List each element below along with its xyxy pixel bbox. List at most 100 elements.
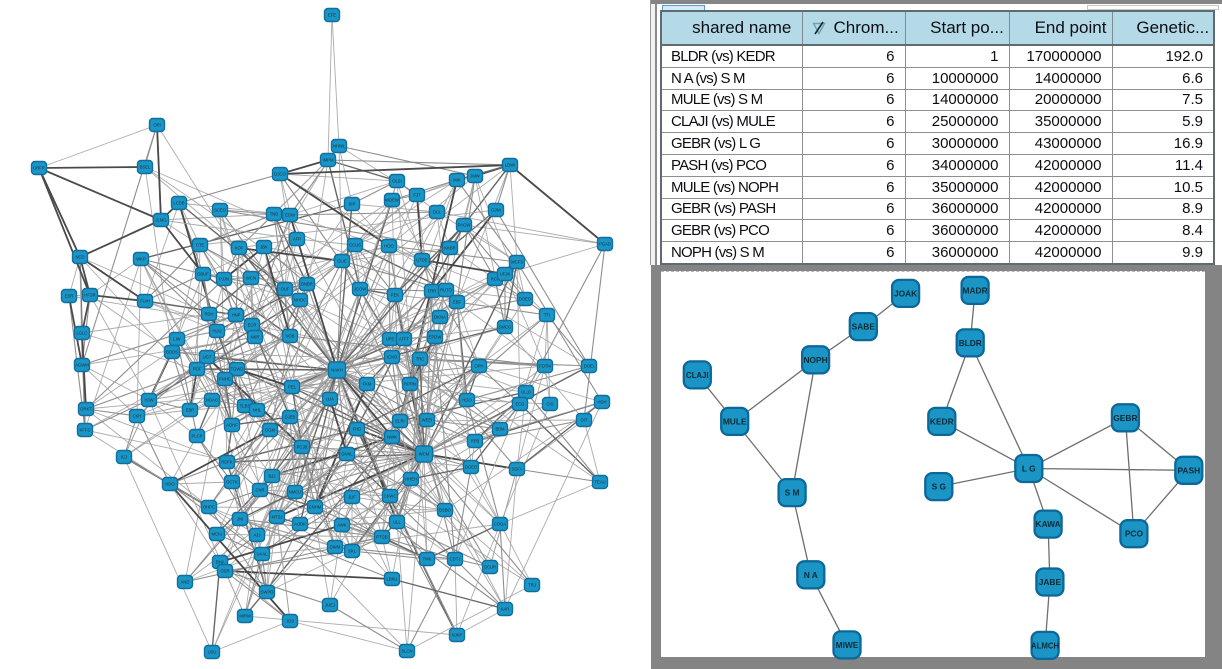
svg-text:GGM: GGM <box>265 428 276 433</box>
svg-text:HUU: HUU <box>212 329 221 334</box>
svg-text:DOEO: DOEO <box>519 297 532 302</box>
svg-text:ELRI: ELRI <box>395 419 404 424</box>
svg-text:DOEI: DOEI <box>584 364 594 369</box>
svg-text:OCTK: OCTK <box>226 480 238 485</box>
svg-text:PCJB: PCJB <box>297 445 308 450</box>
svg-text:SKL: SKL <box>348 549 357 554</box>
svg-text:BLDR: BLDR <box>959 338 982 348</box>
svg-text:MCIU: MCIU <box>212 532 223 537</box>
svg-text:DCL: DCL <box>433 210 442 215</box>
svg-text:MIRM: MIRM <box>239 614 251 619</box>
svg-text:NCD: NCD <box>75 255 84 260</box>
svg-text:OIT: OIT <box>581 418 588 423</box>
svg-text:HJW: HJW <box>144 398 153 403</box>
svg-text:GEBR: GEBR <box>1113 413 1137 423</box>
svg-text:BODS: BODS <box>166 350 178 355</box>
svg-text:NHOC: NHOC <box>294 298 306 303</box>
svg-text:USU: USU <box>208 650 217 655</box>
svg-text:RDH: RDH <box>204 312 213 317</box>
svg-text:KKBR: KKBR <box>444 246 455 251</box>
svg-text:EPDW: EPDW <box>429 335 442 340</box>
svg-text:NOPH: NOPH <box>803 355 827 365</box>
svg-text:LBKU: LBKU <box>387 577 398 582</box>
svg-text:BSEL: BSEL <box>140 165 151 170</box>
svg-text:TLBS: TLBS <box>240 404 251 409</box>
svg-text:BJJ: BJJ <box>269 474 276 479</box>
svg-text:HDO: HDO <box>165 482 175 487</box>
svg-text:EFE: EFE <box>328 13 336 18</box>
svg-text:AJJ: AJJ <box>254 533 261 538</box>
svg-text:RPRN: RPRN <box>404 382 416 387</box>
svg-text:UFJK: UFJK <box>500 272 511 277</box>
svg-text:WDEW: WDEW <box>385 198 399 203</box>
svg-text:HOO: HOO <box>384 244 394 249</box>
svg-text:CKH: CKH <box>133 414 142 419</box>
svg-text:IMPM: IMPM <box>323 158 334 163</box>
svg-text:OPI: OPI <box>153 123 160 128</box>
svg-text:FDTM: FDTM <box>539 364 551 369</box>
svg-text:TMK: TMK <box>423 557 432 562</box>
svg-text:PEK: PEK <box>391 293 400 298</box>
svg-text:ESR: ESR <box>65 294 74 299</box>
svg-text:TGWD: TGWD <box>231 367 244 372</box>
svg-text:HGO: HGO <box>462 398 472 403</box>
svg-text:NOB: NOB <box>285 334 294 339</box>
svg-text:SIP: SIP <box>349 202 356 207</box>
svg-text:JUF: JUF <box>348 495 356 500</box>
svg-text:ORKT: ORKT <box>80 407 92 412</box>
svg-text:IMK: IMK <box>453 178 461 183</box>
svg-text:ULJJ: ULJJ <box>521 390 531 395</box>
svg-text:PEL: PEL <box>288 385 297 390</box>
svg-text:WCN: WCN <box>246 276 256 281</box>
svg-text:AFP: AFP <box>293 237 301 242</box>
svg-text:OHPC: OHPC <box>203 505 215 510</box>
svg-text:JCOW: JCOW <box>354 287 366 292</box>
svg-text:OUF: OUF <box>281 287 290 292</box>
svg-text:DHA: DHA <box>216 560 225 565</box>
svg-text:EOW: EOW <box>285 213 295 218</box>
svg-text:PCO: PCO <box>1125 529 1144 539</box>
svg-text:SLCN: SLCN <box>401 649 412 654</box>
svg-text:LGLC: LGLC <box>77 331 88 336</box>
svg-text:PLCP: PLCP <box>192 434 203 439</box>
svg-text:JNI: JNI <box>237 517 243 522</box>
svg-text:TND: TND <box>270 212 279 217</box>
svg-text:PGAD: PGAD <box>599 242 611 247</box>
svg-text:HHEH: HHEH <box>405 477 417 482</box>
svg-text:RUTO: RUTO <box>440 288 453 293</box>
svg-text:SABE: SABE <box>852 322 876 332</box>
svg-text:ULL: ULL <box>393 520 401 525</box>
svg-text:L G: L G <box>1022 464 1036 474</box>
svg-text:AWK: AWK <box>337 523 347 528</box>
svg-text:NOAO: NOAO <box>206 398 219 403</box>
svg-text:PJJN: PJJN <box>219 277 229 282</box>
svg-text:JBK: JBK <box>260 245 268 250</box>
svg-text:UJA: UJA <box>326 397 334 402</box>
svg-text:BSBO: BSBO <box>439 508 451 513</box>
svg-text:URFR: URFR <box>33 166 45 171</box>
svg-text:OPH: OPH <box>474 364 483 369</box>
svg-text:NHWL: NHWL <box>333 144 346 149</box>
svg-text:MADR: MADR <box>963 285 988 295</box>
svg-text:MIWE: MIWE <box>836 640 859 650</box>
svg-text:LDWI: LDWI <box>505 163 515 168</box>
svg-text:KAR: KAR <box>501 607 510 612</box>
svg-text:OGEO: OGEO <box>465 465 478 470</box>
svg-text:NWK: NWK <box>387 435 397 440</box>
svg-text:CTE: CTE <box>196 243 205 248</box>
svg-text:S G: S G <box>932 482 946 492</box>
svg-text:PAGW: PAGW <box>458 223 471 228</box>
svg-text:MTSJ: MTSJ <box>272 515 283 520</box>
svg-text:FRR: FRR <box>428 289 437 294</box>
svg-text:JUEJ: JUEJ <box>325 603 335 608</box>
svg-text:EBR: EBR <box>186 408 195 413</box>
svg-text:CCUS: CCUS <box>349 243 361 248</box>
svg-text:RCF: RCF <box>491 277 500 282</box>
svg-text:HDH: HDH <box>597 400 606 405</box>
svg-text:NAKH: NAKH <box>331 368 343 373</box>
svg-text:OSR: OSR <box>220 569 229 574</box>
svg-text:TRJ: TRJ <box>528 583 536 588</box>
svg-text:JOAK: JOAK <box>894 288 917 298</box>
svg-text:DCUR: DCUR <box>484 565 496 570</box>
svg-text:FHD: FHD <box>353 427 362 432</box>
